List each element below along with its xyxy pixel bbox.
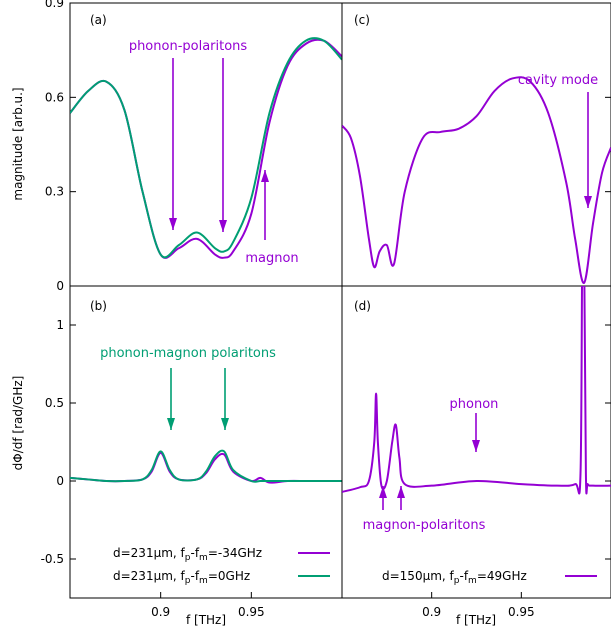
y-tick-label: 0.9 — [45, 0, 64, 10]
plot-frame — [69, 285, 343, 599]
arrow-head — [472, 440, 480, 452]
arrow-head — [169, 218, 177, 230]
panel-c — [341, 2, 611, 287]
panel-b: -0.5 0 0.5 1 0.9 0.95 — [41, 285, 343, 619]
arrow-head — [261, 170, 269, 182]
y-tick-label: -0.5 — [41, 552, 64, 566]
y-tick-label: 0.3 — [45, 185, 64, 199]
annotation-magnon: magnon — [245, 251, 298, 266]
series-line-purple — [342, 76, 611, 284]
series-line-purple — [70, 38, 342, 259]
y-tick-label: 1 — [56, 318, 64, 332]
xlabel-left: f [THz] — [186, 613, 226, 627]
annotation-cavity-mode: cavity mode — [518, 73, 598, 88]
x-tick-label: 0.95 — [508, 605, 535, 619]
panel-label-d: (d) — [354, 299, 371, 313]
series-line-purple — [70, 451, 342, 484]
annotation-phonon-polaritons: phonon-polaritons — [129, 39, 248, 54]
y-tick-label: 0 — [56, 279, 64, 293]
x-tick-label: 0.9 — [151, 605, 170, 619]
annotation-phonon-magnon-polaritons: phonon-magnon polaritons — [100, 346, 276, 361]
arrow-head — [397, 486, 405, 498]
legend-entry-d1: d=150μm, fp-fm=49GHz — [382, 569, 527, 586]
legend-d: d=150μm, fp-fm=49GHz — [382, 569, 597, 586]
arrow-head — [584, 196, 592, 208]
plot-frame — [341, 285, 611, 599]
xlabel-right: f [THz] — [456, 613, 496, 627]
legend-entry-b1: d=231μm, fp-fm=-34GHz — [113, 546, 262, 563]
panel-label-c: (c) — [354, 13, 370, 27]
series-line-purple — [342, 286, 611, 495]
y-tick-label: 0 — [56, 474, 64, 488]
legend-b: d=231μm, fp-fm=-34GHz d=231μm, fp-fm=0GH… — [113, 546, 330, 586]
panel-label-b: (b) — [90, 299, 107, 313]
y-tick-label: 0.5 — [45, 396, 64, 410]
panel-label-a: (a) — [90, 13, 107, 27]
annotation-arrows — [167, 58, 592, 510]
series-line-green — [70, 37, 342, 259]
ylabel-bottom: dΦ/df [rad/GHz] — [11, 376, 25, 471]
panel-d: 0.9 0.95 — [341, 285, 611, 619]
arrow-head — [219, 220, 227, 232]
legend-entry-b2: d=231μm, fp-fm=0GHz — [113, 569, 250, 586]
arrow-head — [379, 486, 387, 498]
annotation-magnon-polaritons: magnon-polaritons — [363, 518, 486, 533]
plot-frame — [341, 2, 611, 287]
x-tick-label: 0.9 — [422, 605, 441, 619]
ylabel-top: magnitude [arb.u.] — [11, 87, 25, 200]
annotation-phonon: phonon — [450, 397, 499, 412]
y-tick-label: 0.6 — [45, 90, 64, 104]
series-line-green — [70, 449, 342, 483]
arrow-head — [167, 418, 175, 430]
x-tick-label: 0.95 — [238, 605, 265, 619]
arrow-head — [221, 418, 229, 430]
